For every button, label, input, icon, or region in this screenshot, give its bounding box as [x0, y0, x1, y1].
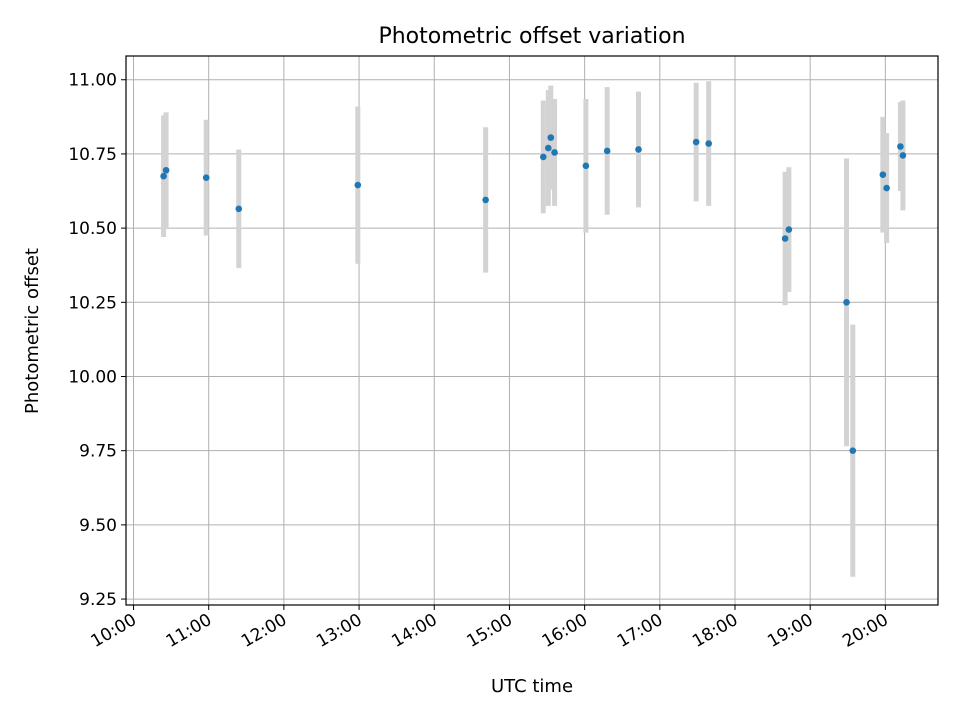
- data-point: [879, 171, 887, 179]
- data-point: [705, 140, 712, 147]
- data-point: [849, 447, 857, 454]
- data-point: [551, 149, 558, 156]
- y-tick-label: 10.75: [68, 145, 117, 165]
- data-point: [582, 162, 590, 170]
- y-tick-label: 11.00: [68, 71, 117, 91]
- data-point: [843, 299, 850, 306]
- data-point: [899, 152, 907, 159]
- y-tick-label: 10.25: [68, 293, 117, 313]
- data-point: [160, 172, 167, 180]
- data-point: [603, 147, 611, 155]
- data-point: [635, 146, 642, 153]
- data-point: [692, 138, 700, 146]
- y-tick-label: 10.00: [68, 367, 117, 387]
- y-axis: 9.25 9.50 9.75 10.00 10.25 10.50 10.75 11.00: [68, 71, 126, 610]
- data-point: [202, 174, 210, 181]
- plot-frame: [125, 55, 939, 606]
- x-axis-label: UTC time: [491, 676, 573, 697]
- data-point: [482, 196, 489, 204]
- data-point: [781, 235, 789, 242]
- data-point: [897, 143, 904, 150]
- data-point: [539, 153, 547, 161]
- data-point: [883, 184, 890, 192]
- y-tick-label: 9.75: [79, 442, 117, 462]
- y-tick-label: 10.50: [68, 219, 117, 239]
- data-points: [160, 134, 907, 454]
- chart-title: Photometric offset variation: [378, 24, 685, 49]
- data-point: [544, 144, 552, 152]
- data-point: [162, 166, 170, 174]
- y-tick-label: 9.25: [79, 590, 117, 610]
- y-axis-label: Photometric offset: [22, 248, 43, 414]
- data-point: [235, 205, 243, 213]
- data-point: [785, 226, 793, 233]
- data-point: [354, 181, 362, 189]
- data-point: [547, 134, 555, 141]
- y-tick-label: 9.50: [79, 516, 117, 536]
